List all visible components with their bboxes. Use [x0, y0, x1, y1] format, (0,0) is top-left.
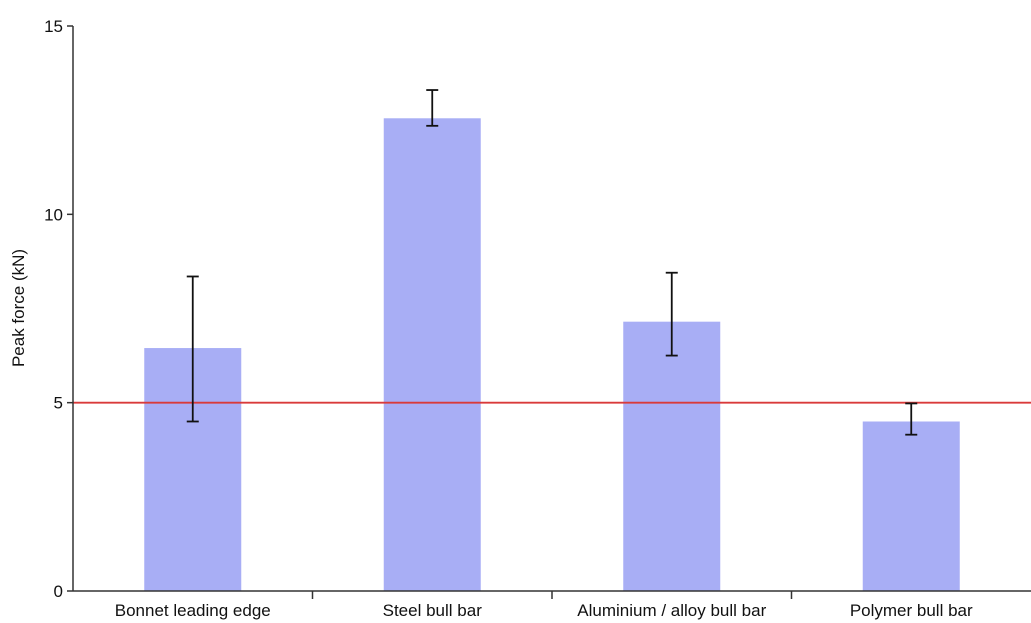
bar [623, 321, 721, 591]
y-axis-title: Peak force (kN) [9, 249, 28, 367]
x-tick-label: Bonnet leading edge [115, 601, 271, 620]
bar [383, 118, 481, 592]
y-ticks-layer: 0 5 10 15 [44, 17, 73, 601]
x-tick-label: Aluminium / alloy bull bar [577, 601, 766, 620]
error-bars-layer [186, 89, 918, 436]
y-tick-label: 5 [54, 394, 63, 413]
y-tick-label: 0 [54, 582, 63, 601]
bar [862, 421, 960, 591]
x-tick-label: Steel bull bar [383, 601, 483, 620]
x-tick-label: Polymer bull bar [850, 601, 973, 620]
x-ticks-layer: Bonnet leading edge Steel bull bar Alumini… [115, 591, 973, 620]
bars-layer [144, 118, 960, 592]
y-tick-label: 10 [44, 205, 63, 224]
y-tick-label: 15 [44, 17, 63, 36]
